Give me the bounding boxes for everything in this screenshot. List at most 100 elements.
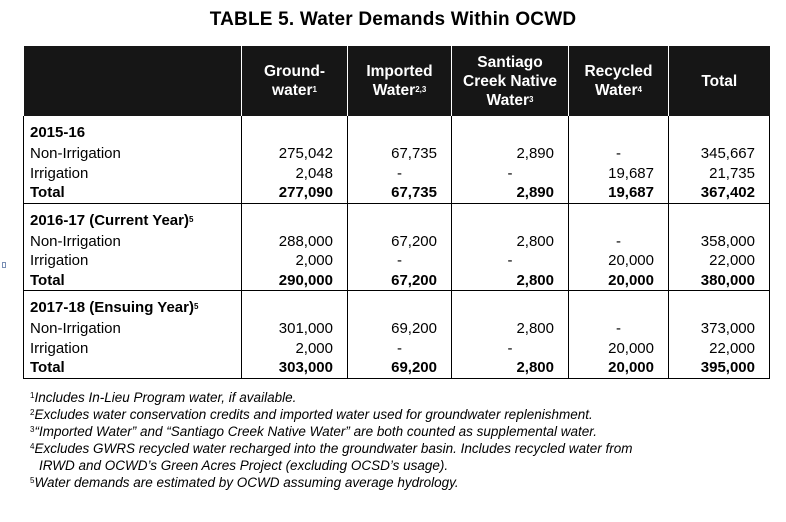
value-cell: 373,000: [668, 319, 770, 339]
value-cell: 2,800: [451, 319, 569, 339]
value-cell: 2,890: [451, 183, 569, 204]
table-title: TABLE 5. Water Demands Within OCWD: [209, 9, 577, 30]
empty-cell: [347, 290, 452, 319]
table-row: Non-Irrigation 301,000 69,200 2,800-373,000: [23, 319, 770, 339]
year-label: 2015-16: [23, 116, 242, 144]
value-cell: 380,000: [668, 270, 770, 291]
footnote: 2Excludes water conservation credits and…: [30, 407, 593, 422]
total-row: Total 290,000 67,200 2,800 20,000 380,000: [23, 270, 770, 291]
value-cell: 20,000: [568, 270, 669, 291]
value-cell: 69,200: [347, 358, 452, 379]
row-label: Irrigation: [23, 251, 242, 271]
value-cell: 67,200: [347, 231, 452, 251]
empty-cell: [568, 203, 669, 232]
value-cell: 395,000: [668, 358, 770, 379]
value-cell: 290,000: [241, 270, 348, 291]
value-cell: 67,200: [347, 270, 452, 291]
empty-cell: [241, 116, 348, 144]
header-total: Total: [668, 46, 770, 116]
header-blank: [23, 46, 242, 116]
stray-mark: [2, 262, 6, 268]
water-demands-table: Ground- water1 Imported Water2,3 Santiag…: [23, 46, 770, 379]
value-cell: 19,687: [568, 183, 669, 204]
empty-cell: [347, 116, 452, 144]
value-cell: 2,000: [241, 338, 348, 358]
value-cell: 367,402: [668, 183, 770, 204]
header-imported-water: Imported Water2,3: [347, 46, 452, 116]
value-cell: 2,800: [451, 358, 569, 379]
total-row: Total 303,000 69,200 2,800 20,000 395,000: [23, 358, 770, 379]
value-cell: 2,890: [451, 144, 569, 164]
header-recycled-water: Recycled Water4: [568, 46, 669, 116]
value-cell: -: [451, 338, 569, 358]
empty-cell: [451, 290, 569, 319]
total-row: Total 277,090 67,735 2,890 19,687 367,402: [23, 183, 770, 204]
value-cell: 69,200: [347, 319, 452, 339]
row-label: Non-Irrigation: [23, 319, 242, 339]
footnote-continuation: IRWD and OCWD’s Green Acres Project (exc…: [39, 458, 449, 473]
value-cell: -: [451, 163, 569, 183]
row-label: Irrigation: [23, 163, 242, 183]
row-label: Irrigation: [23, 338, 242, 358]
empty-cell: [568, 116, 669, 144]
table-row: Irrigation 2,000- -20,000 22,000: [23, 338, 770, 358]
empty-cell: [241, 290, 348, 319]
row-label: Total: [23, 183, 242, 204]
year-label: 2017-18 (Ensuing Year)5: [23, 290, 242, 319]
table-row: Non-Irrigation 288,000 67,200 2,800-358,000: [23, 231, 770, 251]
footnote: 3“Imported Water” and “Santiago Creek Na…: [30, 424, 597, 439]
empty-cell: [241, 203, 348, 232]
year-label: 2016-17 (Current Year)5: [23, 203, 242, 232]
value-cell: 2,000: [241, 251, 348, 271]
empty-cell: [451, 203, 569, 232]
value-cell: 20,000: [568, 251, 669, 271]
value-cell: 277,090: [241, 183, 348, 204]
year-row: 2015-16: [23, 116, 770, 144]
empty-cell: [668, 116, 770, 144]
value-cell: -: [347, 163, 452, 183]
year-row: 2016-17 (Current Year)5: [23, 203, 770, 232]
value-cell: 2,048: [241, 163, 348, 183]
value-cell: 358,000: [668, 231, 770, 251]
header-santiago-creek: Santiago Creek Native Water3: [451, 46, 569, 116]
row-label: Non-Irrigation: [23, 231, 242, 251]
footnotes: 1Includes In-Lieu Program water, if avai…: [30, 389, 632, 491]
value-cell: 67,735: [347, 183, 452, 204]
value-cell: -: [347, 251, 452, 271]
year-row: 2017-18 (Ensuing Year)5: [23, 290, 770, 319]
row-label: Total: [23, 358, 242, 379]
value-cell: 288,000: [241, 231, 348, 251]
value-cell: 19,687: [568, 163, 669, 183]
header-groundwater: Ground- water1: [241, 46, 348, 116]
footnote: 5Water demands are estimated by OCWD ass…: [30, 475, 459, 490]
row-label: Non-Irrigation: [23, 144, 242, 164]
value-cell: 2,800: [451, 231, 569, 251]
table-body: 2015-16 Non-Irrigation 275,042 67,735 2,890-…: [23, 116, 770, 379]
value-cell: 20,000: [568, 358, 669, 379]
value-cell: 20,000: [568, 338, 669, 358]
empty-cell: [668, 203, 770, 232]
footnote: 1Includes In-Lieu Program water, if avai…: [30, 390, 297, 405]
empty-cell: [568, 290, 669, 319]
value-cell: -: [568, 231, 669, 251]
value-cell: 303,000: [241, 358, 348, 379]
value-cell: -: [568, 144, 669, 164]
value-cell: 301,000: [241, 319, 348, 339]
table-row: Irrigation 2,000- -20,000 22,000: [23, 251, 770, 271]
empty-cell: [347, 203, 452, 232]
value-cell: 22,000: [668, 251, 770, 271]
header-row: Ground- water1 Imported Water2,3 Santiag…: [23, 46, 770, 116]
value-cell: 67,735: [347, 144, 452, 164]
value-cell: 275,042: [241, 144, 348, 164]
value-cell: 21,735: [668, 163, 770, 183]
empty-cell: [451, 116, 569, 144]
value-cell: 22,000: [668, 338, 770, 358]
value-cell: -: [451, 251, 569, 271]
empty-cell: [668, 290, 770, 319]
table-row: Irrigation 2,048- -19,687 21,735: [23, 163, 770, 183]
row-label: Total: [23, 270, 242, 291]
value-cell: -: [568, 319, 669, 339]
table-row: Non-Irrigation 275,042 67,735 2,890-345,667: [23, 144, 770, 164]
footnote: 4Excludes GWRS recycled water recharged …: [30, 441, 633, 456]
value-cell: 345,667: [668, 144, 770, 164]
